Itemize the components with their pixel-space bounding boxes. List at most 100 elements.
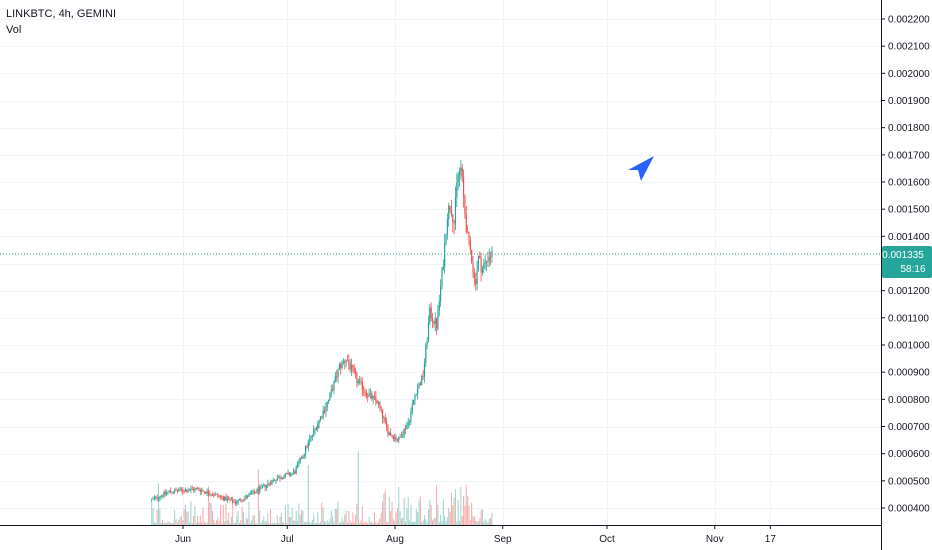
candle-body: [442, 267, 444, 270]
volume-bar: [238, 522, 240, 525]
candle-body: [417, 388, 419, 395]
candle-body: [359, 380, 361, 382]
candle-body: [197, 488, 199, 490]
candle-body: [373, 395, 376, 397]
symbol-title[interactable]: LINKBTC, 4h, GEMINI: [6, 8, 117, 20]
candle-body: [179, 488, 181, 491]
candle-body: [271, 480, 273, 485]
volume-bar: [382, 501, 384, 525]
candle-body: [265, 485, 268, 488]
volume-bar: [160, 522, 162, 525]
volume-bar: [240, 520, 242, 525]
candle-body: [164, 492, 166, 494]
candle-body: [295, 467, 297, 474]
volume-bar: [328, 522, 330, 525]
volume-bar: [214, 522, 216, 525]
y-tick-label: 0.001700: [888, 150, 930, 161]
candle-body: [461, 167, 463, 177]
candle-body: [279, 476, 281, 479]
candle-body: [300, 457, 303, 459]
volume-bar: [373, 512, 375, 525]
candle-body: [267, 483, 269, 486]
candle-body: [215, 493, 218, 495]
candle-body: [244, 497, 246, 500]
candle-body: [391, 435, 393, 437]
volume-bar: [307, 465, 309, 525]
candle-body: [403, 428, 405, 436]
volume-label[interactable]: Vol: [6, 24, 22, 36]
volume-bar: [356, 503, 358, 525]
candle-body: [325, 407, 327, 412]
candle-body: [369, 393, 372, 394]
x-tick-label: Oct: [599, 534, 615, 545]
volume-bar: [467, 495, 469, 525]
volume-bar: [311, 520, 313, 525]
candle-body: [263, 484, 265, 487]
candle-body: [153, 497, 156, 499]
volume-bar: [338, 522, 340, 525]
volume-bar: [325, 522, 327, 525]
bar-countdown: 58:16: [900, 264, 925, 275]
candle-body: [302, 455, 304, 459]
candle-body: [400, 436, 403, 438]
volume-bar: [488, 518, 490, 525]
volume-bar: [211, 510, 213, 525]
volume-bar: [378, 521, 380, 525]
candle-body: [345, 360, 347, 363]
volume-bar: [284, 504, 286, 525]
volume-bar: [265, 521, 267, 525]
candle-body: [167, 491, 169, 493]
candle-body: [290, 473, 292, 476]
volume-bar: [330, 510, 332, 525]
candle-body: [431, 318, 434, 322]
volume-bar: [359, 522, 361, 525]
volume-bar: [318, 522, 320, 525]
volume-bar: [487, 522, 489, 525]
candle-body: [334, 376, 336, 382]
last-price-tag[interactable]: [882, 245, 932, 278]
candle-body: [194, 488, 196, 491]
volume-bar: [363, 522, 365, 525]
candle-body: [464, 196, 466, 215]
volume-bar: [234, 522, 236, 525]
candle-body: [360, 380, 362, 382]
volume-bar: [406, 508, 408, 525]
candle-body: [230, 499, 232, 501]
candle-body: [444, 243, 446, 268]
volume-bar: [326, 520, 328, 525]
candle-body: [176, 490, 178, 492]
volume-bar: [483, 521, 485, 525]
volume-bar: [203, 521, 205, 525]
volume-bar: [486, 522, 488, 525]
volume-bar: [193, 515, 195, 525]
candle-body: [450, 209, 453, 215]
candle-body: [462, 176, 465, 197]
volume-bar: [394, 520, 396, 525]
candle-body: [171, 491, 173, 493]
volume-bar: [243, 512, 245, 525]
volume-bar: [229, 522, 231, 525]
candle-body: [287, 472, 289, 474]
candle-body: [201, 490, 203, 492]
candle-body: [472, 262, 474, 273]
candle-body: [348, 360, 350, 364]
volume-bar: [448, 507, 450, 525]
candle-body: [475, 278, 477, 285]
volume-bar: [417, 512, 419, 525]
volume-bar: [191, 523, 193, 525]
volume-bar: [351, 522, 353, 525]
candle-body: [276, 478, 278, 481]
candle-body: [211, 494, 214, 496]
candle-body: [477, 256, 480, 270]
volume-bar: [151, 501, 153, 525]
candle-body: [246, 495, 249, 497]
volume-bar: [468, 505, 470, 525]
volume-bar: [297, 521, 299, 525]
volume-bar: [454, 489, 456, 525]
volume-bar: [301, 509, 303, 525]
volume-bar: [414, 522, 416, 525]
volume-bar: [302, 510, 304, 525]
volume-bar: [222, 504, 224, 525]
